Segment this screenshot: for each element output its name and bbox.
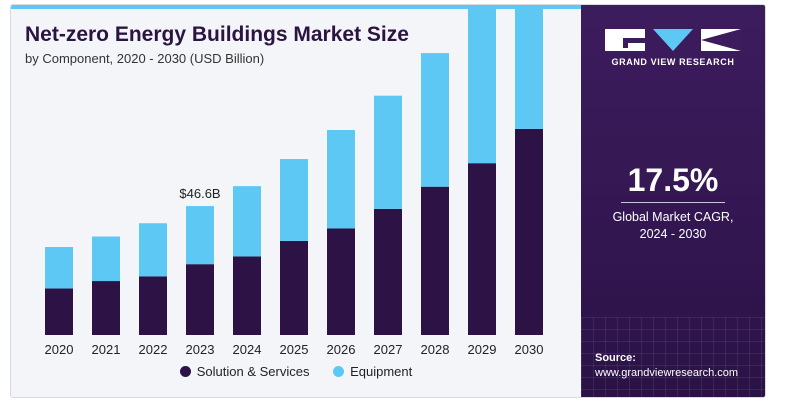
decorative-grid xyxy=(581,317,765,397)
x-tick-label-2025: 2025 xyxy=(280,342,309,357)
brand-name: GRAND VIEW RESEARCH xyxy=(611,57,735,67)
legend-swatch-equipment xyxy=(333,366,345,377)
chart-subtitle: by Component, 2020 - 2030 (USD Billion) xyxy=(25,51,265,66)
bar-solution-2025 xyxy=(280,240,308,335)
chart-card: Net-zero Energy Buildings Market Size by… xyxy=(10,4,766,398)
bar-solution-2024 xyxy=(233,256,261,335)
cagr-label-line1: Global Market CAGR, xyxy=(612,210,734,224)
x-tick-label-2020: 2020 xyxy=(45,342,74,357)
bar-equipment-2024 xyxy=(233,186,261,257)
x-tick-label-2021: 2021 xyxy=(92,342,121,357)
chart-legend: Solution & Services Equipment xyxy=(11,364,581,379)
bar-solution-2022 xyxy=(139,276,167,335)
grand-view-research-logo-icon xyxy=(605,29,741,51)
cagr-label-line2: 2024 - 2030 xyxy=(639,227,707,241)
bar-equipment-2026 xyxy=(327,129,355,229)
bar-equipment-2030 xyxy=(515,5,543,129)
cagr-label: Global Market CAGR, 2024 - 2030 xyxy=(581,209,765,243)
legend-item-solution: Solution & Services xyxy=(179,364,310,379)
legend-item-equipment: Equipment xyxy=(333,364,412,379)
legend-label-equipment: Equipment xyxy=(350,364,413,379)
bar-solution-2030 xyxy=(515,128,543,335)
bar-solution-2026 xyxy=(327,228,355,335)
x-tick-label-2022: 2022 xyxy=(139,342,168,357)
bar-solution-2020 xyxy=(45,288,73,335)
bar-solution-2023 xyxy=(186,264,214,335)
bar-solution-2021 xyxy=(92,281,120,335)
accent-line xyxy=(11,5,581,9)
bar-equipment-2022 xyxy=(139,223,167,277)
source-link[interactable]: www.grandviewresearch.com xyxy=(595,367,739,379)
x-tick-label-2030: 2030 xyxy=(515,342,544,357)
bar-equipment-2029 xyxy=(468,5,496,164)
bar-equipment-2027 xyxy=(374,95,402,209)
bar-equipment-2023 xyxy=(186,206,214,265)
x-tick-label-2027: 2027 xyxy=(374,342,403,357)
x-tick-label-2028: 2028 xyxy=(421,342,450,357)
legend-swatch-solution xyxy=(179,366,191,377)
bar-chart: 2020 2021 2022 2023 $46.6B 2024 2025 2026 2027 20… xyxy=(45,5,544,357)
x-tick-label-2029: 2029 xyxy=(468,342,497,357)
legend-label-solution: Solution & Services xyxy=(196,364,310,379)
x-tick-label-2026: 2026 xyxy=(327,342,356,357)
bar-equipment-2025 xyxy=(280,159,308,241)
x-tick-label-2024: 2024 xyxy=(233,342,262,357)
cagr-divider xyxy=(621,202,725,203)
info-panel: GRAND VIEW RESEARCH 17.5% Global Market … xyxy=(581,5,765,397)
chart-title: Net-zero Energy Buildings Market Size xyxy=(25,23,409,46)
cagr-value: 17.5% xyxy=(627,162,719,198)
source-label: Source: xyxy=(595,352,636,364)
data-label-2023: $46.6B xyxy=(179,186,220,201)
bar-solution-2029 xyxy=(468,163,496,335)
bar-solution-2028 xyxy=(421,186,449,335)
bar-equipment-2021 xyxy=(92,236,120,282)
bar-solution-2027 xyxy=(374,208,402,335)
x-tick-label-2023: 2023 xyxy=(186,342,215,357)
bar-equipment-2020 xyxy=(45,247,73,289)
bar-equipment-2028 xyxy=(421,53,449,187)
